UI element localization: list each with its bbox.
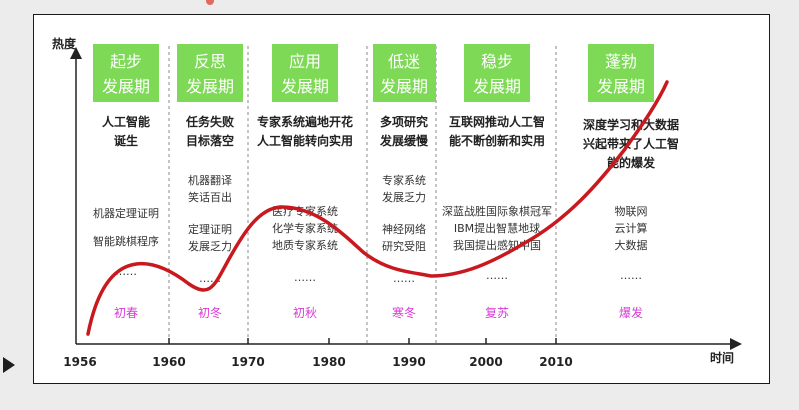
event-ellipsis: …… [393, 272, 415, 285]
season-label: 寒冬 [392, 305, 416, 320]
year-label: 1970 [231, 355, 264, 369]
year-label: 2010 [539, 355, 572, 369]
period-headline: 目标落空 [186, 133, 234, 148]
svg-text:低迷: 低迷 [388, 52, 420, 71]
period-badge: 低迷 发展期 [373, 44, 436, 102]
season-label: 初春 [114, 306, 138, 320]
year-label: 1956 [63, 355, 96, 369]
play-icon[interactable] [3, 357, 15, 373]
period-badge: 稳步 发展期 [464, 44, 530, 102]
year-label: 1990 [392, 355, 425, 369]
year-label: 1980 [312, 355, 345, 369]
diagram-card: 热度 时间 1956 1960 1970 1980 1990 2000 2010… [33, 14, 770, 384]
year-label: 1960 [152, 355, 185, 369]
event-item: 研究受阻 [382, 239, 426, 253]
event-item: 云计算 [615, 221, 648, 235]
svg-text:发展期: 发展期 [380, 77, 428, 96]
svg-text:反思: 反思 [194, 52, 226, 71]
event-item: 机器定理证明 [93, 206, 159, 220]
event-item: 地质专家系统 [272, 238, 338, 252]
svg-text:发展期: 发展期 [102, 77, 150, 96]
event-item: 发展乏力 [188, 239, 232, 253]
x-axis-label: 时间 [710, 350, 734, 365]
period-badge: 起步 发展期 [93, 44, 159, 102]
period-headline: 能不断创新和实用 [449, 133, 545, 148]
period-headline: 任务失败 [185, 114, 234, 129]
svg-text:起步: 起步 [110, 52, 142, 71]
event-item: 深蓝战胜国际象棋冠军 [442, 204, 552, 218]
svg-text:蓬勃: 蓬勃 [605, 52, 637, 71]
ai-history-diagram: 热度 时间 1956 1960 1970 1980 1990 2000 2010… [33, 14, 770, 384]
svg-text:发展期: 发展期 [281, 77, 329, 96]
season-label: 爆发 [619, 305, 643, 320]
period-headline: 互联网推动人工智 [449, 114, 545, 129]
event-item: 我国提出感知中国 [453, 238, 541, 252]
period-headline: 深度学习和大数据 [583, 117, 679, 132]
season-label: 初冬 [198, 305, 222, 320]
svg-text:应用: 应用 [289, 52, 321, 71]
record-indicator-icon [206, 0, 214, 5]
event-item: 化学专家系统 [272, 221, 338, 235]
period-headline: 人工智能转向实用 [257, 133, 353, 148]
period-headline: 诞生 [114, 133, 138, 148]
svg-text:发展期: 发展期 [473, 77, 521, 96]
event-ellipsis: …… [620, 269, 642, 282]
season-label: 初秋 [293, 306, 317, 320]
event-item: IBM提出智慧地球 [454, 221, 540, 235]
event-item: 发展乏力 [382, 190, 426, 204]
svg-text:发展期: 发展期 [186, 77, 234, 96]
svg-text:稳步: 稳步 [481, 52, 513, 71]
trend-curve [86, 80, 669, 336]
event-item: 神经网络 [382, 222, 426, 236]
event-item: 大数据 [615, 238, 648, 252]
period-badge: 反思 发展期 [177, 44, 243, 102]
event-ellipsis: …… [294, 271, 316, 284]
period-badge: 应用 发展期 [272, 44, 338, 102]
event-item: 笑话百出 [188, 190, 232, 204]
event-ellipsis: …… [486, 269, 508, 282]
y-axis-label: 热度 [52, 36, 77, 51]
event-item: 机器翻译 [188, 173, 232, 187]
event-item: 物联网 [615, 204, 648, 218]
period-headline: 多项研究 [380, 114, 428, 129]
event-item: 定理证明 [188, 222, 232, 236]
year-label: 2000 [469, 355, 502, 369]
period-badge: 蓬勃 发展期 [588, 44, 654, 102]
period-headline: 专家系统遍地开花 [257, 114, 353, 129]
event-item: 智能跳棋程序 [93, 234, 159, 248]
svg-text:发展期: 发展期 [597, 77, 645, 96]
season-label: 复苏 [485, 306, 509, 320]
period-headline: 发展缓慢 [379, 133, 429, 148]
event-item: 专家系统 [382, 173, 426, 187]
period-headline: 人工智能 [102, 114, 150, 129]
